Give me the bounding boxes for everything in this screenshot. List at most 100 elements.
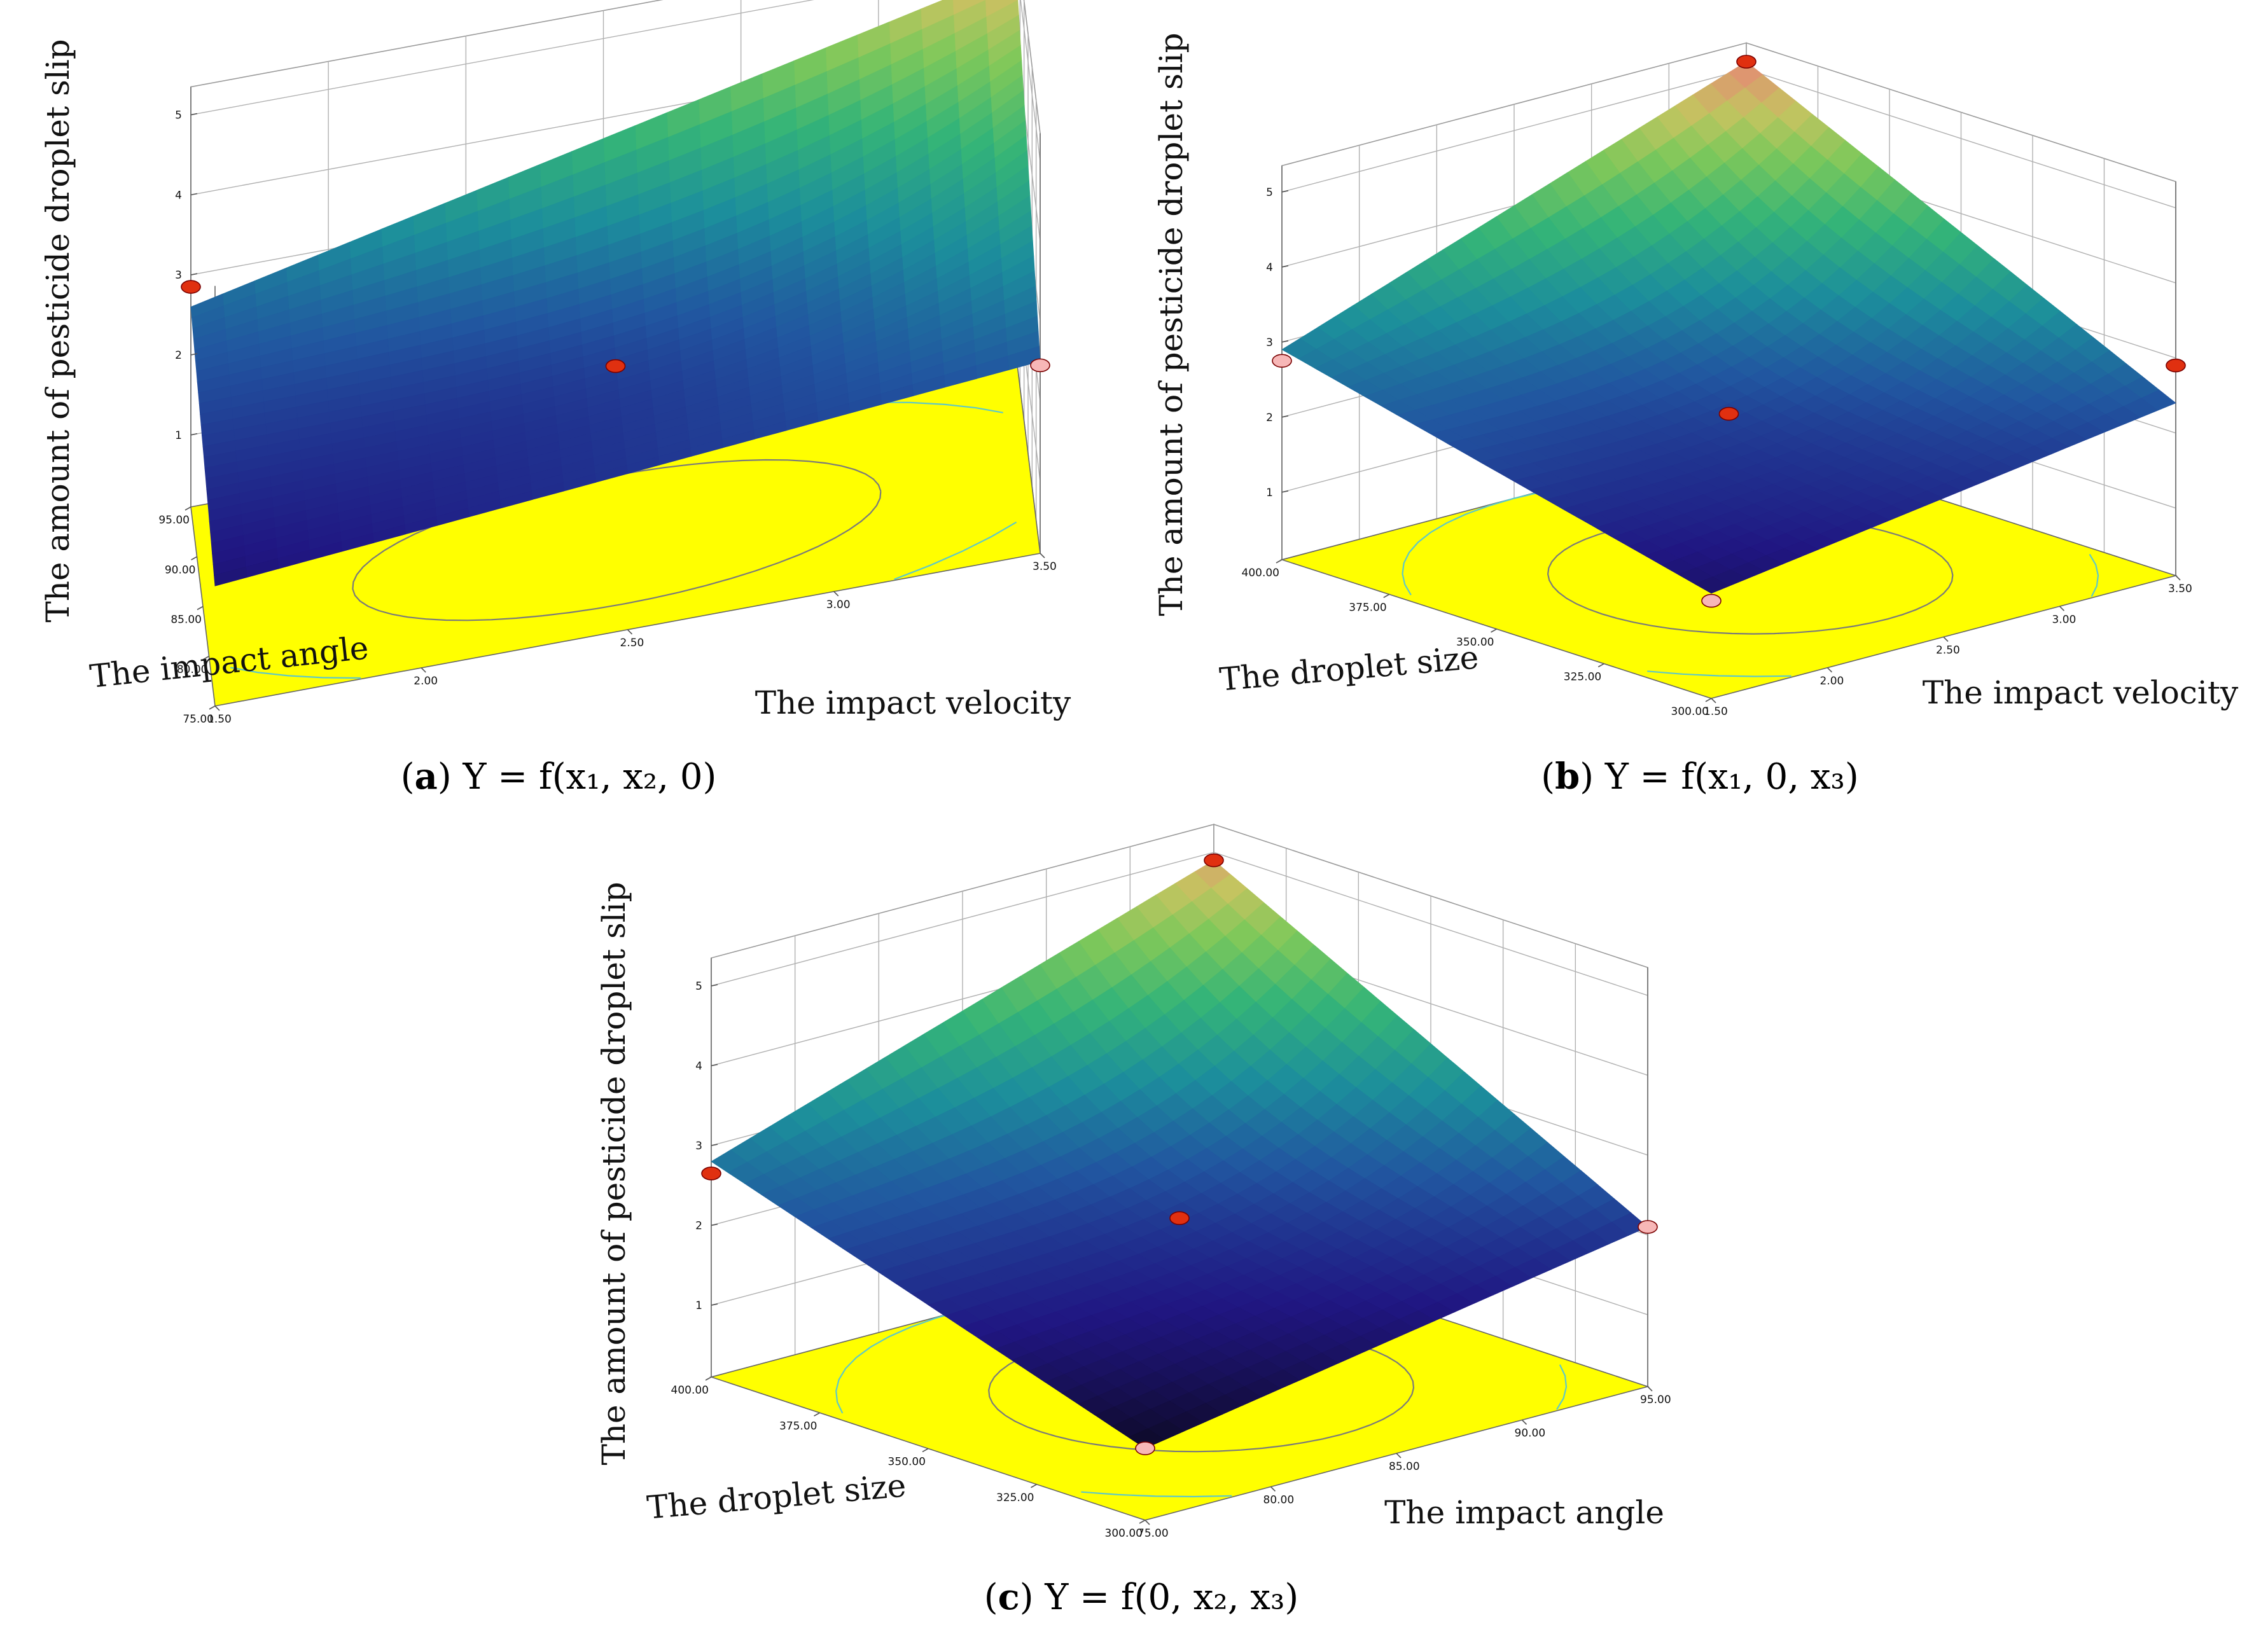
y-tick-label: 350.00	[1456, 636, 1494, 649]
caption-open: (	[984, 1577, 998, 1618]
caption-formula: ) Y = f(x₁, x₂, 0)	[438, 756, 716, 798]
y-tick-mark	[1031, 1484, 1037, 1488]
z-tick-mark	[1281, 190, 1289, 193]
y-tick-mark	[1705, 698, 1712, 702]
x-tick-mark	[627, 629, 633, 635]
z-tick-label: 2	[175, 349, 182, 362]
caption-open: (	[401, 756, 415, 798]
x-tick-mark	[1647, 1386, 1653, 1392]
z-tick-mark	[711, 1063, 718, 1067]
z-tick-mark	[1281, 340, 1289, 343]
y-tick-mark	[1276, 559, 1283, 564]
x-tick-label: 2.50	[1936, 644, 1960, 657]
x-tick-label: 1.50	[207, 713, 232, 726]
z-tick-mark	[190, 433, 198, 436]
z-tick-mark	[1281, 265, 1289, 268]
z-tick-label: 5	[175, 109, 182, 122]
panel-caption: (c) Y = f(0, x₂, x₃)	[984, 1576, 1298, 1618]
design-point	[1272, 354, 1292, 368]
z-tick-label: 5	[1266, 186, 1273, 199]
y-tick-mark	[1491, 628, 1497, 633]
x-tick-label: 80.00	[1263, 1494, 1295, 1507]
x-tick-mark	[421, 667, 426, 673]
y-tick-label: 325.00	[1564, 671, 1601, 684]
y-tick-label: 95.00	[158, 514, 190, 527]
panel-caption: (a) Y = f(x₁, x₂, 0)	[401, 756, 717, 798]
caption-letter: b	[1555, 756, 1580, 798]
y-tick-mark	[922, 1448, 929, 1453]
y-tick-mark	[184, 506, 191, 511]
z-tick-mark	[190, 193, 198, 196]
contour-line-0	[352, 459, 882, 621]
caption-formula: ) Y = f(0, x₂, x₃)	[1020, 1577, 1298, 1618]
y-tick-label: 75.00	[183, 713, 214, 726]
z-tick-mark	[711, 984, 718, 987]
surface-cell	[1694, 576, 1730, 594]
y-tick-mark	[197, 606, 204, 611]
z-axis: 1 2 3 4 5	[1266, 186, 1289, 499]
z-axis-label: The amount of pesticide droplet slip	[1153, 32, 1190, 616]
design-point	[1638, 1220, 1658, 1234]
z-tick-mark	[1281, 415, 1289, 418]
y-tick-label: 90.00	[165, 564, 196, 576]
z-tick-label: 3	[175, 269, 182, 282]
y-tick-mark	[1597, 663, 1604, 668]
response-surface	[190, 0, 1041, 586]
caption-open: (	[1541, 756, 1555, 798]
x-tick-mark	[1521, 1419, 1527, 1425]
wall-grid-line	[1020, 0, 1041, 162]
x-tick-mark	[214, 705, 220, 711]
x-tick-label: 85.00	[1389, 1460, 1420, 1473]
z-tick-mark	[190, 273, 198, 275]
y-tick-label: 85.00	[170, 614, 202, 627]
y-tick-mark	[814, 1412, 820, 1416]
wall-grid-line	[1746, 69, 2176, 209]
z-axis: 1 2 3 4 5	[175, 109, 198, 442]
surface-cell	[1127, 1428, 1165, 1449]
z-tick-label: 4	[175, 189, 182, 202]
x-axis: 75.00 80.00 85.00 90.00 95.00	[1137, 1386, 1671, 1540]
caption-letter: a	[415, 756, 438, 798]
x-axis-label: The impact angle	[1384, 1494, 1664, 1531]
panel-b: 1 2 3 4 5 300.00 325.00 350.00 375.00 400.00 1.50 2…	[1153, 32, 2239, 798]
caption-letter: c	[998, 1576, 1020, 1618]
y-axis: 75.00 80.00 85.00 90.00 95.00	[158, 506, 216, 726]
y-tick-label: 400.00	[1242, 567, 1279, 579]
x-axis-label: The impact velocity	[1923, 674, 2239, 711]
wall-grid-line	[711, 852, 1214, 987]
x-tick-mark	[1144, 1520, 1150, 1525]
z-tick-label: 1	[695, 1299, 702, 1312]
z-tick-label: 2	[1266, 412, 1273, 424]
y-tick-mark	[209, 705, 216, 710]
y-tick-label: 400.00	[671, 1384, 709, 1397]
z-tick-label: 3	[1266, 336, 1273, 349]
y-tick-label: 375.00	[779, 1420, 817, 1432]
y-tick-mark	[191, 556, 197, 560]
panel-c: 1 2 3 4 5 300.00 325.00 350.00 375.00 400.00 75.00…	[595, 823, 1671, 1618]
x-tick-mark	[833, 591, 839, 597]
x-axis-label: The impact velocity	[755, 684, 1071, 721]
response-surface	[711, 860, 1648, 1449]
wall-grid-line	[1281, 69, 1747, 193]
design-point	[2166, 358, 2186, 373]
y-tick-mark	[1383, 593, 1390, 599]
x-axis: 1.50 2.00 2.50 3.00 3.50	[207, 553, 1057, 726]
y-axis-label: The droplet size	[1218, 639, 1480, 698]
x-tick-mark	[1270, 1486, 1276, 1492]
design-point	[181, 280, 201, 294]
x-axis: 1.50 2.00 2.50 3.00 3.50	[1704, 575, 2192, 718]
x-tick-label: 3.50	[2168, 583, 2192, 595]
z-tick-mark	[711, 1303, 718, 1306]
y-axis: 300.00 325.00 350.00 375.00 400.00	[1242, 559, 1712, 718]
y-tick-label: 80.00	[177, 663, 208, 676]
y-tick-label: 350.00	[888, 1456, 926, 1469]
x-tick-label: 1.50	[1704, 705, 1728, 718]
y-tick-label: 300.00	[1105, 1527, 1143, 1540]
panel-caption: (b) Y = f(x₁, 0, x₃)	[1541, 756, 1858, 798]
caption-formula: ) Y = f(x₁, 0, x₃)	[1580, 756, 1858, 798]
response-surface	[1281, 61, 2176, 594]
wall-grid-line	[190, 0, 814, 116]
z-tick-mark	[711, 1223, 718, 1226]
y-tick-label: 300.00	[1671, 705, 1709, 718]
